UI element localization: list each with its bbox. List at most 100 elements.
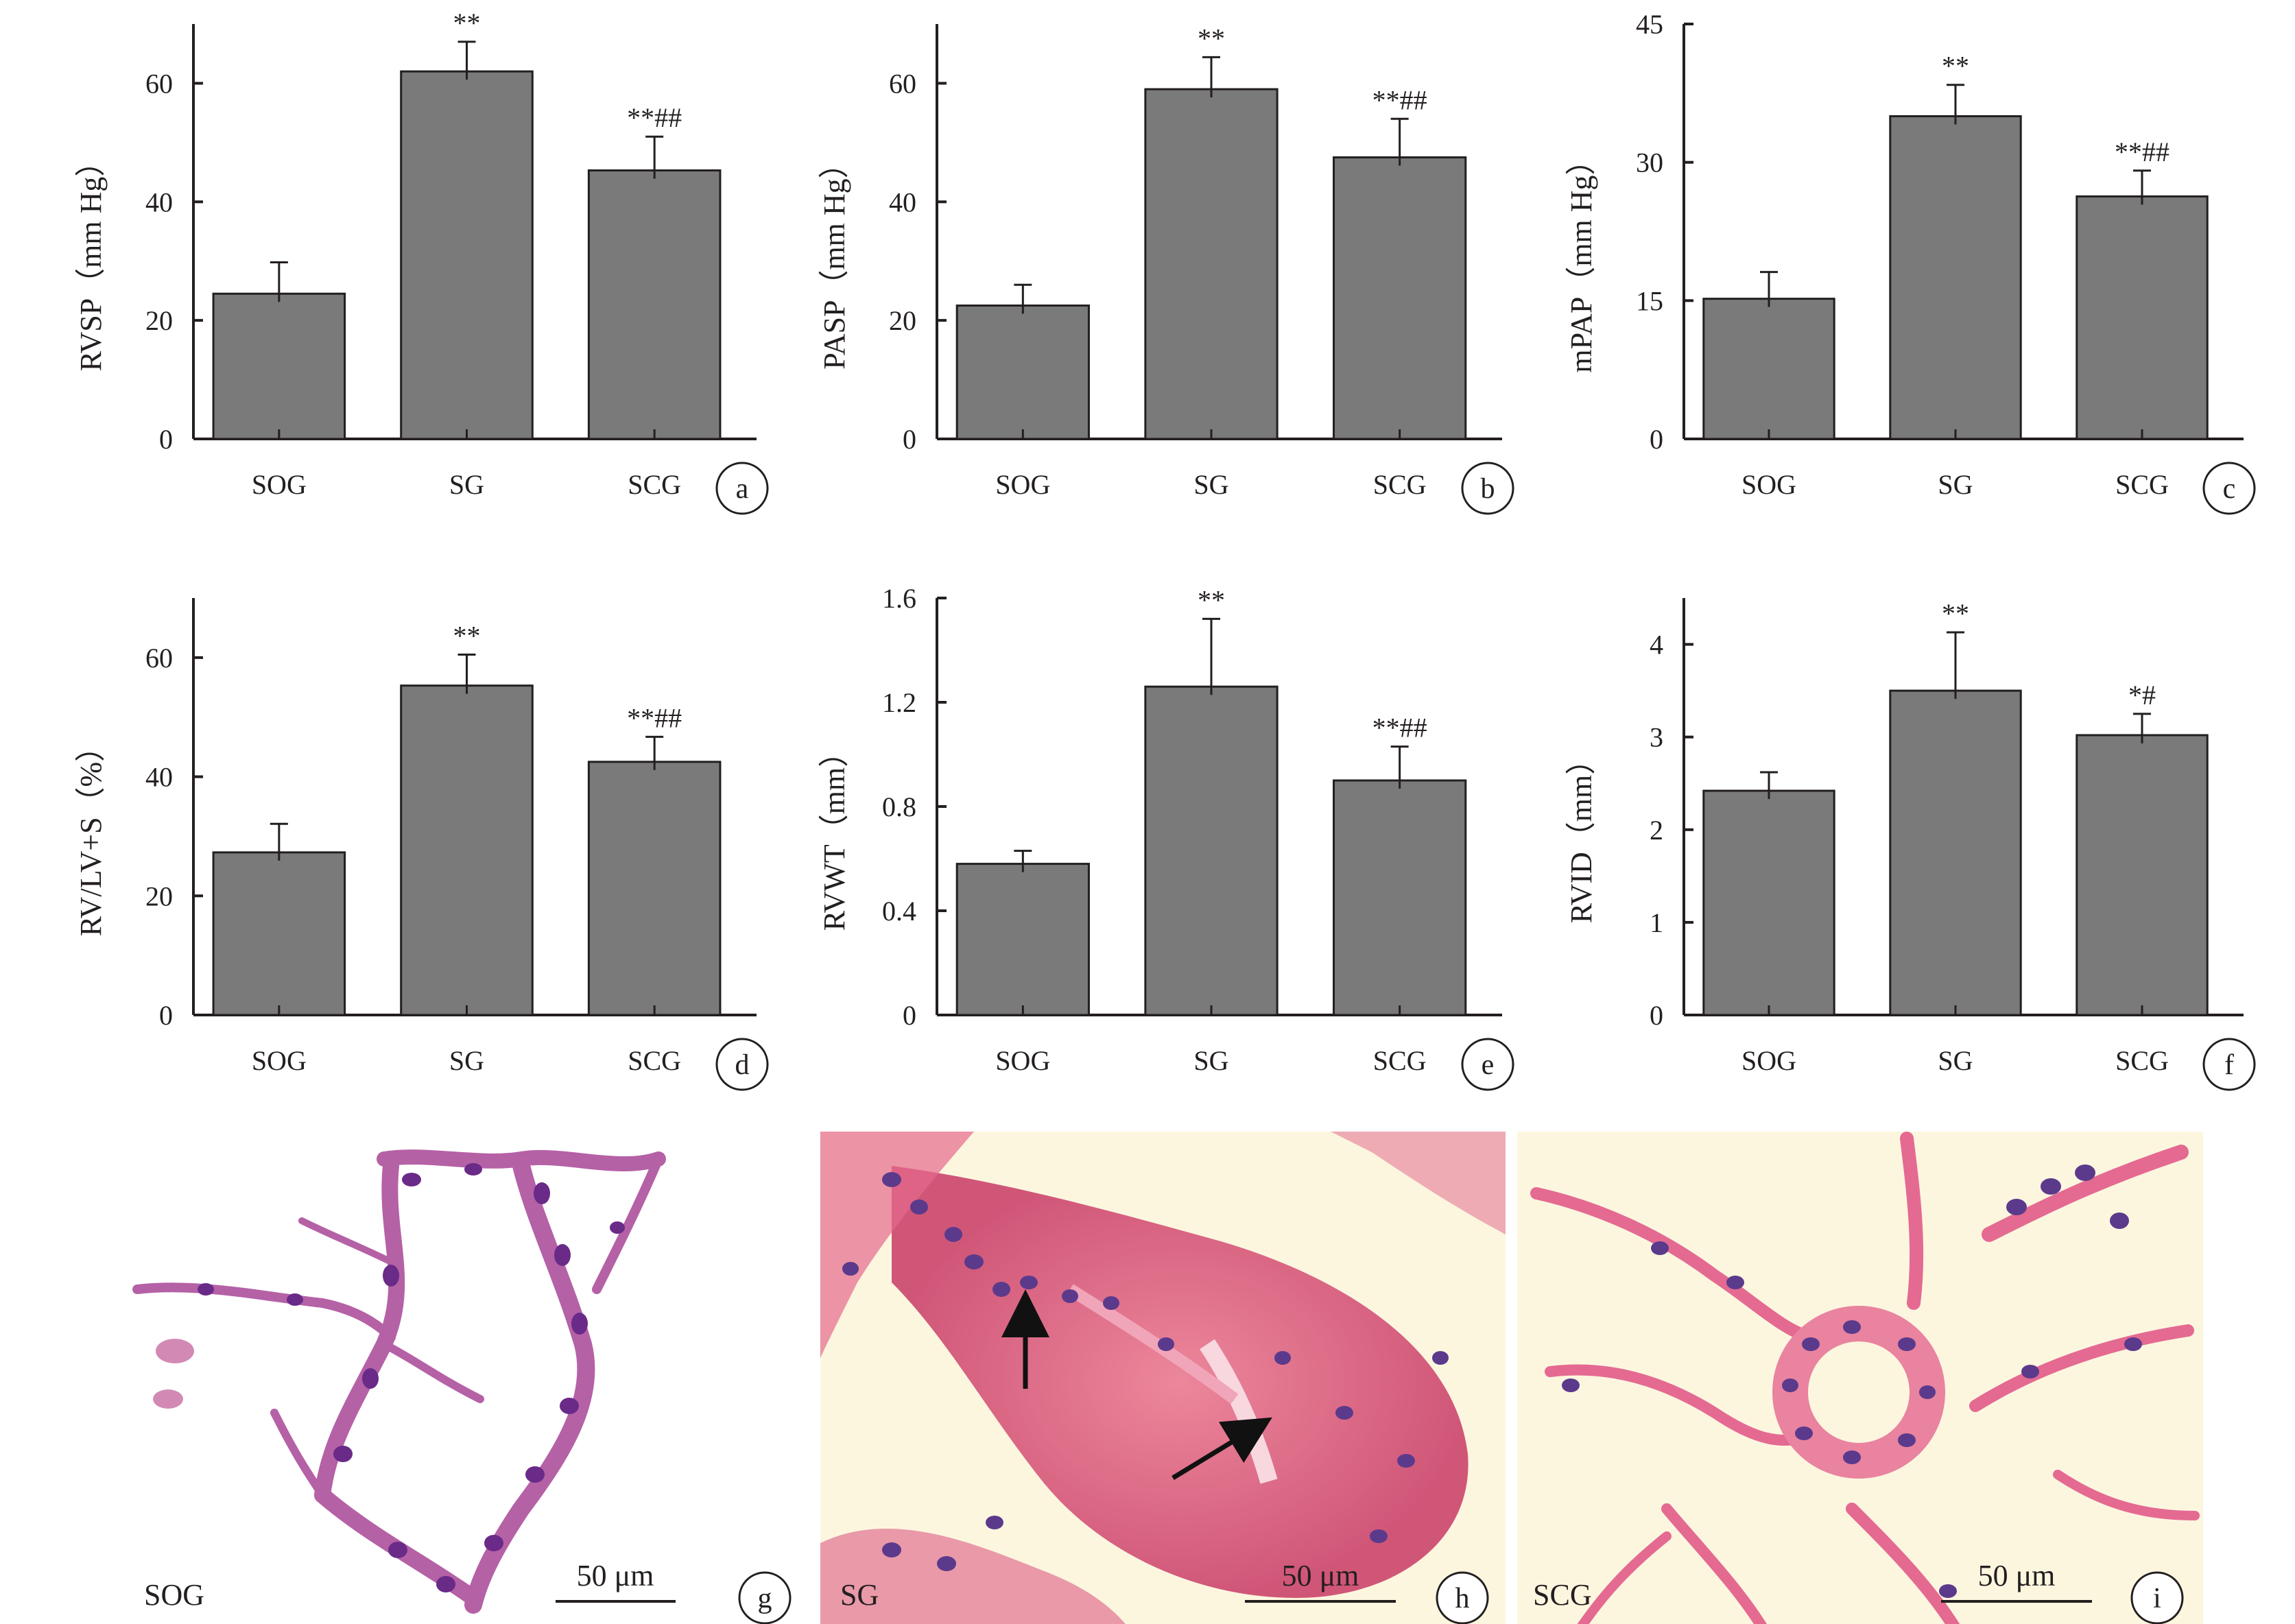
significance-label: **## (627, 102, 682, 133)
tissue-image-scg (1530, 1132, 2200, 1624)
bar-sg (1889, 689, 2022, 1016)
x-tick-label: SG (1938, 1045, 1973, 1076)
x-tick-label: SOG (1741, 469, 1796, 500)
tissue-nuclei-scg (1562, 1165, 2142, 1598)
y-tick-label: 60 (145, 68, 173, 99)
x-tick-label: SCG (2115, 1045, 2169, 1076)
scale-bar-label: 50 μm (1282, 1559, 1359, 1592)
y-tick-label: 40 (145, 762, 173, 793)
y-tick-label: 40 (889, 187, 916, 217)
micrograph-group-label: SOG (144, 1578, 204, 1612)
tissue-debris-sog (153, 1339, 194, 1409)
significance-label: **## (1372, 713, 1427, 743)
bar-sog (1702, 298, 1835, 440)
panel-letter-circle (715, 462, 769, 515)
panel-letter: h (1455, 1583, 1470, 1614)
micrograph-group-label: SCG (1533, 1578, 1592, 1612)
panel-letter: i (2153, 1583, 2161, 1614)
micrograph-panel-h: SG 50 μm h (820, 1132, 1506, 1624)
y-tick-label: 0 (903, 424, 916, 455)
x-tick-label: SCG (2115, 469, 2169, 500)
tissue-nuclei-sg (842, 1172, 1449, 1571)
significance-label: **## (2115, 136, 2169, 167)
x-tick-label: SG (1193, 469, 1228, 500)
y-tick-label: 0.8 (882, 791, 916, 822)
bar-scg (587, 169, 722, 440)
micrograph-panel-g: SOG 50 μm g (123, 1132, 792, 1624)
y-axis-title: RVSP（mm Hg） (74, 147, 108, 372)
y-tick-label: 40 (145, 187, 173, 217)
y-axis-title: RVID（mm） (1565, 745, 1598, 923)
y-axis-title: PASP（mm Hg） (818, 148, 851, 369)
y-tick-label: 30 (1636, 147, 1663, 178)
y-tick-label: 0 (903, 1000, 916, 1031)
significance-label: ** (1942, 598, 1969, 629)
bar-sg (400, 684, 534, 1016)
y-tick-label: 0.4 (882, 896, 916, 927)
significance-label: ** (453, 8, 481, 38)
significance-label: **## (1372, 84, 1427, 115)
y-tick-label: 0 (159, 424, 173, 455)
panel-letter-circle (1461, 462, 1514, 515)
chart-panel-f: 0 1 2 3 4 RVID（mm） SOG ** SG *# SCG f (1565, 598, 2256, 1091)
significance-label: *# (2128, 680, 2156, 710)
x-tick-label: SOG (995, 469, 1050, 500)
scale-bar-label: 50 μm (1978, 1559, 2056, 1592)
y-tick-label: 60 (889, 68, 916, 99)
panel-letter: f (2224, 1049, 2234, 1081)
bar-sog (955, 304, 1090, 440)
panel-letter: c (2223, 473, 2236, 505)
x-tick-label: SCG (628, 469, 681, 500)
x-tick-label: SCG (1373, 1045, 1427, 1076)
significance-label: ** (1198, 23, 1225, 53)
bar-sog (212, 292, 346, 440)
panel-letter-circle (715, 1038, 769, 1091)
bar-sog (955, 863, 1090, 1016)
y-tick-label: 2 (1650, 815, 1663, 846)
y-tick-label: 20 (889, 305, 916, 336)
y-tick-label: 60 (145, 643, 173, 673)
micrograph-group-label: SG (840, 1578, 879, 1612)
y-tick-label: 0 (1650, 1000, 1663, 1031)
micrograph-panel-i: SCG 50 μm i (1517, 1132, 2203, 1624)
x-tick-label: SCG (628, 1045, 681, 1076)
y-tick-label: 20 (145, 881, 173, 911)
x-tick-label: SOG (1741, 1045, 1796, 1076)
chart-panel-a: 0 20 40 60 RVSP（mm Hg） SOG ** SG **## SCG a (74, 8, 769, 515)
bar-scg (2076, 734, 2209, 1016)
y-tick-label: 1 (1650, 907, 1663, 938)
chart-panel-c: 0 15 30 45 mPAP（mm Hg） SOG ** SG **## SCG c (1565, 9, 2256, 515)
bar-scg (1333, 156, 1467, 440)
y-tick-label: 0 (159, 1000, 173, 1031)
significance-label: ** (453, 621, 481, 652)
panel-letter-circle (2202, 462, 2256, 515)
panel-letter: e (1482, 1049, 1495, 1081)
bar-sog (212, 851, 346, 1016)
significance-label: ** (1942, 51, 1969, 82)
chart-panel-b: 0 20 40 60 PASP（mm Hg） SOG ** SG **## SCG b (818, 23, 1514, 515)
bar-sog (1702, 789, 1835, 1016)
x-tick-label: SCG (1373, 469, 1427, 500)
y-tick-label: 1.2 (882, 687, 916, 718)
panel-letter: d (735, 1049, 750, 1081)
y-axis-title: RVWT（mm） (818, 737, 851, 931)
y-axis-title: RV/LV+S（%） (74, 732, 108, 936)
x-tick-label: SG (449, 469, 484, 500)
y-tick-label: 3 (1650, 722, 1663, 753)
panel-letter-circle (738, 1571, 792, 1624)
panel-letter: b (1481, 473, 1495, 505)
y-axis-title: mPAP（mm Hg） (1565, 145, 1598, 372)
x-tick-label: SOG (252, 1045, 307, 1076)
bar-scg (587, 761, 722, 1016)
x-tick-label: SG (1193, 1045, 1228, 1076)
panel-letter-circle (1436, 1571, 1489, 1624)
bar-scg (2076, 195, 2209, 440)
y-tick-label: 15 (1636, 285, 1663, 316)
y-tick-label: 45 (1636, 9, 1663, 40)
y-tick-label: 0 (1650, 424, 1663, 455)
x-tick-label: SG (1938, 469, 1973, 500)
x-tick-label: SOG (995, 1045, 1050, 1076)
x-tick-label: SG (449, 1045, 484, 1076)
x-tick-label: SOG (252, 469, 307, 500)
